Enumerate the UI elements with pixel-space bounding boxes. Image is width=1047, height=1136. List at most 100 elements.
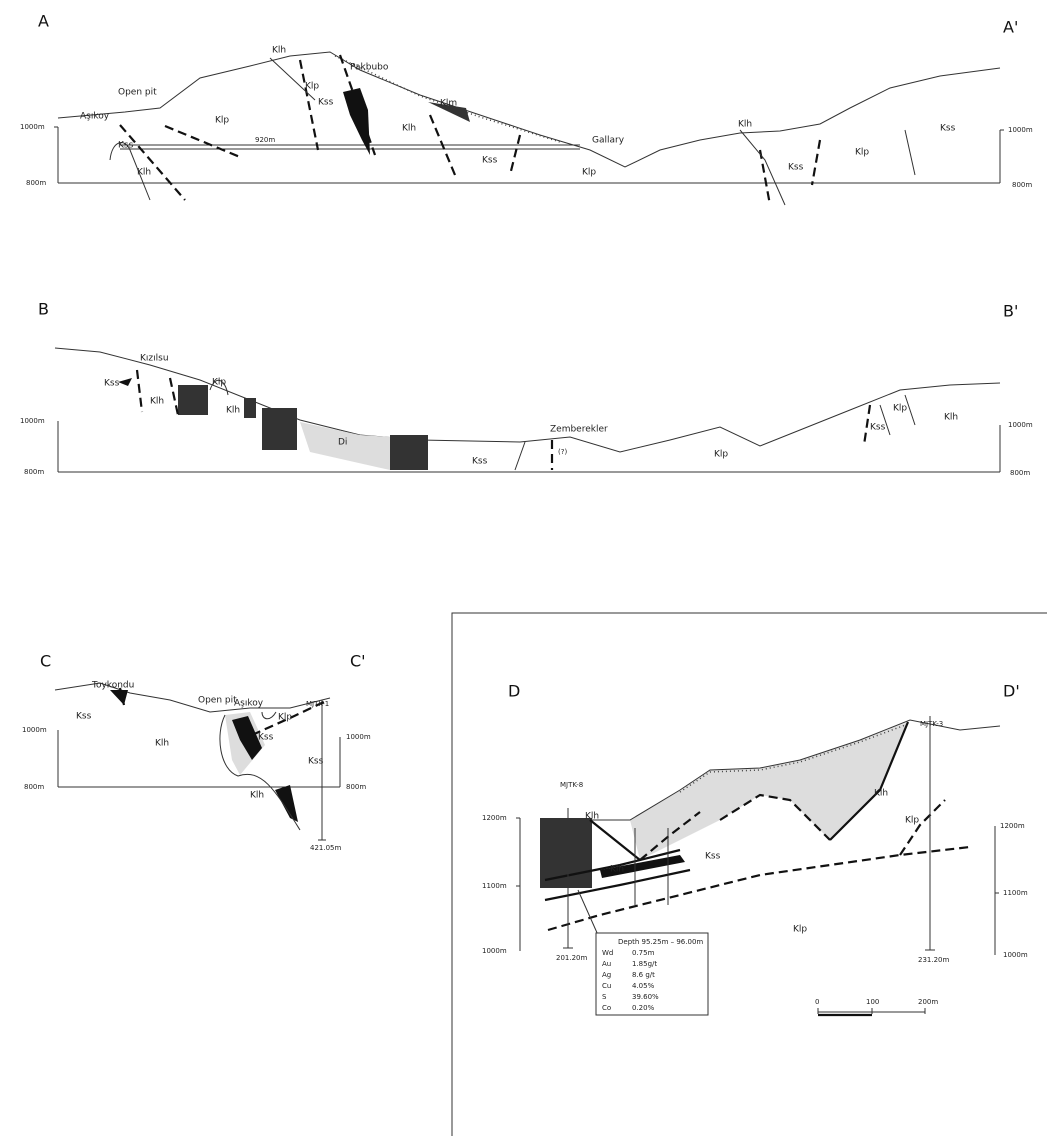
elevation-label: 1000m xyxy=(1008,421,1033,429)
assay-element: Co xyxy=(602,1004,611,1012)
unit-label: Klp xyxy=(793,925,807,935)
assay-value: 0.75m xyxy=(632,949,655,957)
assay-element: Ag xyxy=(602,971,611,979)
assay-element: S xyxy=(602,993,607,1001)
fault xyxy=(137,370,870,470)
unit-label: Klh xyxy=(585,812,599,822)
unit-label: Klp xyxy=(305,82,319,92)
section-a: A A' Aşıkoy Open pit Klh Pakbubo Klp Kss… xyxy=(20,12,1033,206)
section-end: C' xyxy=(350,652,366,671)
unit-label: Klh xyxy=(150,397,164,407)
place-label: Aşıkoy xyxy=(234,699,264,709)
ore-zone xyxy=(540,818,592,888)
unit-label: Kss xyxy=(788,163,804,173)
elevation-label: 800m xyxy=(346,783,366,791)
unit-label: Kss xyxy=(258,733,274,743)
assay-value: 39.60% xyxy=(632,993,659,1001)
unit-label: Kss xyxy=(104,379,120,389)
unit-label: Klh xyxy=(610,865,624,875)
elevation-label: 1000m xyxy=(22,726,47,734)
unit-label: Kss xyxy=(940,124,956,134)
elevation-label: 800m xyxy=(1010,469,1030,477)
unit-label: Klp xyxy=(855,148,869,158)
assay-value: 1.85g/t xyxy=(632,960,657,968)
elevation-label: 800m xyxy=(24,468,44,476)
place-label: Open pit xyxy=(198,696,237,706)
unit-label: Klh xyxy=(137,168,151,178)
assay-element: Wd xyxy=(602,949,613,957)
drill-label: MJTK-8 xyxy=(560,781,583,789)
elevation-label: 1000m xyxy=(346,733,371,741)
elevation-label: 1000m xyxy=(1008,126,1033,134)
elevation-label: 1000m xyxy=(1003,951,1028,959)
unit-label: Klh xyxy=(250,791,264,801)
unit-label: Klp xyxy=(905,816,919,826)
ore-zone xyxy=(390,435,428,470)
drill-hole xyxy=(318,700,326,840)
assay-depth: Depth 95.25m – 96.00m xyxy=(618,938,703,946)
elevation-bar xyxy=(58,730,340,787)
unit-label: Klh xyxy=(226,406,240,416)
unit-label: Klm xyxy=(440,99,457,109)
ore-body xyxy=(118,378,132,386)
unit-label: Klh xyxy=(738,120,752,130)
section-start: B xyxy=(38,300,49,319)
place-label: Pakbubo xyxy=(350,63,389,73)
elevation-label: 1200m xyxy=(1000,822,1025,830)
section-c: C C' Toykondu Kss Open pit Aşıkoy Klp MJ… xyxy=(22,652,371,853)
unit-label: Di xyxy=(338,438,347,448)
gallery xyxy=(120,145,580,149)
unit-label: Kss xyxy=(318,98,334,108)
unit-label: Kss xyxy=(472,457,488,467)
elevation-label: 1200m xyxy=(482,814,507,822)
scale-bar xyxy=(818,1008,925,1014)
elevation-label: 1000m xyxy=(20,417,45,425)
place-label: Kızılsu xyxy=(140,354,169,364)
unit-label: Klp xyxy=(278,713,292,723)
unit-label: Klh xyxy=(272,46,286,56)
elevation-label: 1000m xyxy=(482,947,507,955)
section-start: D xyxy=(508,682,520,701)
unit-label: Klh xyxy=(402,124,416,134)
place-label: Zemberekler xyxy=(550,425,608,435)
assay-value: 4.05% xyxy=(632,982,655,990)
place-label: Aşıkoy xyxy=(80,112,110,122)
elevation-bar xyxy=(58,421,1000,472)
section-b: B B' Kızılsu Kss Klh Klp Klh Di Zemberek… xyxy=(20,300,1033,478)
ore-zone xyxy=(178,385,208,415)
klh-zone xyxy=(630,722,908,860)
depth-label: 421.05m xyxy=(310,844,341,852)
place-label: Toykondu xyxy=(91,681,134,691)
section-start: A xyxy=(38,12,49,31)
unit-label: Kss xyxy=(118,141,134,151)
elevation-label: 1100m xyxy=(482,882,507,890)
elevation-label: 800m xyxy=(1012,181,1032,189)
scale-label: 200m xyxy=(918,998,938,1006)
assay-value: 0.20% xyxy=(632,1004,655,1012)
ore-zone xyxy=(262,408,297,450)
scale-label: 100 xyxy=(866,998,879,1006)
place-label: Open pit xyxy=(118,88,157,98)
unit-label: Kss xyxy=(308,757,324,767)
drill-label: MJTK-3 xyxy=(920,720,943,728)
elevation-label: 800m xyxy=(26,179,46,187)
section-end: B' xyxy=(1003,302,1018,321)
ore-body xyxy=(275,785,298,822)
section-end: D' xyxy=(1003,682,1020,701)
unit-label: Kss xyxy=(705,852,721,862)
unit-label: (?) xyxy=(558,448,567,456)
drill-label: MJTK-1 xyxy=(306,700,329,708)
elevation-label: 1100m xyxy=(1003,889,1028,897)
level-label: 920m xyxy=(255,136,275,144)
ore-body xyxy=(110,690,128,705)
unit-label: Klp xyxy=(714,450,728,460)
elevation-label: 1000m xyxy=(20,123,45,131)
section-start: C xyxy=(40,652,51,671)
cross-sections: A A' Aşıkoy Open pit Klh Pakbubo Klp Kss… xyxy=(0,0,1047,1136)
assay-value: 8.6 g/t xyxy=(632,971,655,979)
unit-label: Kss xyxy=(870,423,886,433)
elevation-label: 800m xyxy=(24,783,44,791)
scale-label: 0 xyxy=(815,998,819,1006)
unit-label: Klh xyxy=(874,789,888,799)
section-end: A' xyxy=(1003,18,1018,37)
